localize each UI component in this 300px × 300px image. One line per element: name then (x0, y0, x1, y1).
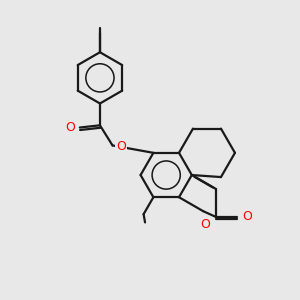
Text: O: O (65, 121, 75, 134)
Text: O: O (242, 211, 252, 224)
Text: O: O (200, 218, 210, 231)
Text: O: O (116, 140, 126, 153)
